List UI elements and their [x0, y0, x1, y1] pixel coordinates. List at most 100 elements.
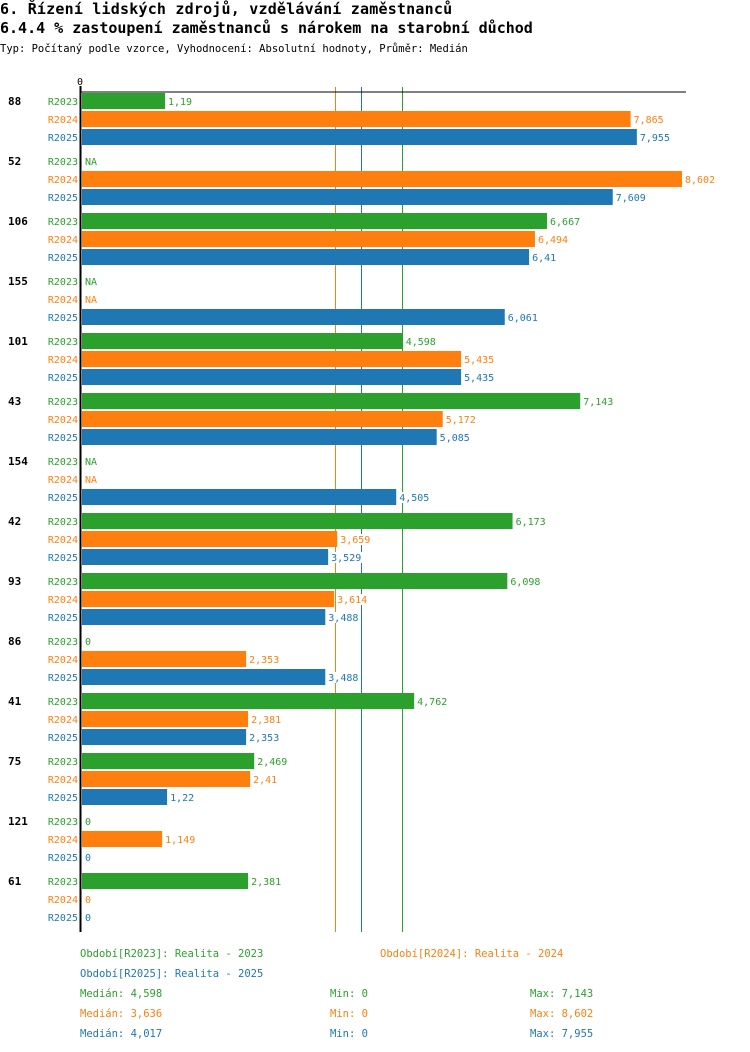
- bar-r2024: [82, 711, 249, 727]
- value-label-bg: [463, 354, 496, 365]
- value-label-bg: [416, 696, 449, 707]
- value-label: 2,381: [251, 877, 281, 888]
- series-label: R2023: [48, 697, 78, 708]
- bar-r2024: [82, 351, 462, 367]
- value-label: 3,614: [337, 595, 367, 606]
- bar-r2023: [82, 93, 166, 109]
- category-label: 121: [8, 815, 28, 828]
- x-tick-label: 0: [77, 77, 83, 88]
- value-label: 3,659: [340, 535, 370, 546]
- stat-max-r2025: Max: 7,955: [530, 1028, 594, 1040]
- category-group: 101 R2023 4,598 R2024 5,435 R2025 5,435: [8, 333, 496, 385]
- series-label: R2023: [48, 97, 78, 108]
- bar-r2023: [82, 333, 403, 349]
- bar-r2024: [82, 531, 338, 547]
- value-label: 2,41: [253, 775, 277, 786]
- category-group: 42 R2023 6,173 R2024 3,659 R2025 3,529: [8, 513, 548, 565]
- category-label: 155: [8, 275, 28, 288]
- stat-median-r2024: Medián: 3,636: [80, 1008, 163, 1020]
- value-label-bg: [339, 534, 372, 545]
- series-label: R2023: [48, 397, 78, 408]
- series-label: R2024: [48, 595, 78, 606]
- bar-r2024: [82, 171, 682, 187]
- value-label: 2,353: [249, 655, 279, 666]
- series-label: R2025: [48, 253, 78, 264]
- category-label: 101: [8, 335, 28, 348]
- value-label: 4,505: [399, 493, 429, 504]
- chart-info: Typ: Počítaný podle vzorce, Vyhodnocení:…: [0, 43, 468, 55]
- bar-r2023: [82, 573, 508, 589]
- value-label-bg: [509, 576, 542, 587]
- value-label-bg: [514, 516, 548, 527]
- series-label: R2024: [48, 775, 78, 786]
- series-label: R2025: [48, 793, 78, 804]
- value-label: NA: [85, 295, 97, 306]
- value-label-bg: [164, 834, 197, 845]
- bar-r2023: [82, 393, 581, 409]
- value-label-bg: [250, 876, 283, 887]
- value-label: 5,435: [464, 355, 494, 366]
- value-label: 5,435: [464, 373, 494, 384]
- value-label: 1,149: [165, 835, 195, 846]
- value-label: 6,494: [538, 235, 568, 246]
- series-label: R2023: [48, 757, 78, 768]
- series-label: R2024: [48, 475, 78, 486]
- bar-r2023: [82, 753, 255, 769]
- bar-r2024: [82, 591, 335, 607]
- value-label-bg: [683, 174, 717, 185]
- series-label: R2023: [48, 337, 78, 348]
- category-group: 121 R2023 0 R2024 1,149 R2025 0: [8, 815, 197, 864]
- series-label: R2024: [48, 715, 78, 726]
- legend-period-r2023: Období[R2023]: Realita - 2023: [80, 948, 264, 960]
- stat-min-r2024: Min: 0: [330, 1008, 368, 1020]
- series-label: R2024: [48, 175, 78, 186]
- stat-max-r2023: Max: 7,143: [530, 988, 594, 1000]
- value-label-bg: [632, 114, 666, 125]
- value-label: 0: [85, 895, 91, 906]
- value-label-bg: [327, 612, 360, 623]
- value-label: 6,173: [516, 517, 546, 528]
- value-label: 0: [85, 913, 91, 924]
- series-label: R2025: [48, 733, 78, 744]
- value-label: 2,353: [249, 733, 279, 744]
- value-label-bg: [167, 96, 194, 107]
- series-label: R2025: [48, 433, 78, 444]
- bar-r2024: [82, 771, 251, 787]
- value-label: NA: [85, 457, 97, 468]
- category-group: 93 R2023 6,098 R2024 3,614 R2025 3,488: [8, 573, 542, 625]
- value-label: 0: [85, 817, 91, 828]
- value-label-bg: [531, 252, 558, 263]
- category-label: 41: [8, 695, 22, 708]
- bar-r2025: [82, 609, 326, 625]
- series-label: R2025: [48, 193, 78, 204]
- value-label: 1,22: [170, 793, 194, 804]
- value-label-bg: [444, 414, 478, 425]
- chart-title: 6.4.4 % zastoupení zaměstnanců s nárokem…: [0, 19, 533, 37]
- bar-r2023: [82, 213, 548, 229]
- series-label: R2024: [48, 535, 78, 546]
- value-label: 0: [85, 637, 91, 648]
- value-label: 3,529: [331, 553, 361, 564]
- value-label-bg: [84, 456, 99, 467]
- bar-r2025: [82, 369, 462, 385]
- value-label-bg: [84, 156, 99, 167]
- value-label: 8,602: [685, 175, 715, 186]
- category-label: 42: [8, 515, 21, 528]
- category-group: 88 R2023 1,19 R2024 7,865 R2025 7,955: [8, 93, 672, 145]
- bar-r2025: [82, 249, 530, 265]
- value-label-bg: [84, 474, 99, 485]
- series-label: R2023: [48, 577, 78, 588]
- category-label: 43: [8, 395, 21, 408]
- category-label: 52: [8, 155, 21, 168]
- category-label: 75: [8, 755, 21, 768]
- series-label: R2024: [48, 115, 78, 126]
- value-label: 6,41: [532, 253, 556, 264]
- stat-median-r2023: Medián: 4,598: [80, 988, 163, 1000]
- value-label-bg: [84, 852, 93, 863]
- bar-r2025: [82, 129, 637, 145]
- value-label-bg: [84, 276, 99, 287]
- value-label: 7,143: [583, 397, 613, 408]
- value-label: 4,762: [417, 697, 447, 708]
- category-group: 43 R2023 7,143 R2024 5,172 R2025 5,085: [8, 393, 615, 445]
- series-label: R2024: [48, 655, 78, 666]
